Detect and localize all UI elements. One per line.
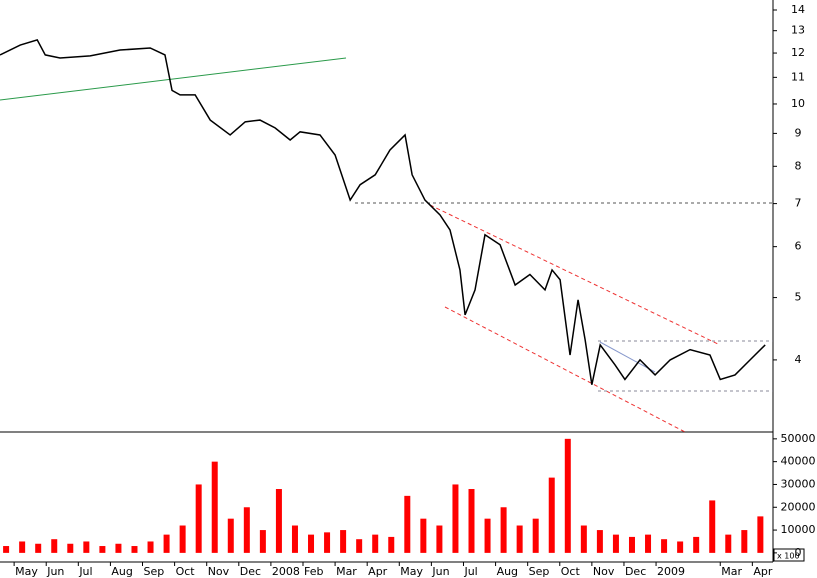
volume-bar — [452, 484, 459, 553]
volume-bar — [757, 516, 764, 553]
volume-bar — [741, 530, 748, 553]
volume-bar — [388, 536, 395, 553]
x-tick-label: Nov — [593, 565, 615, 578]
x-tick-label: Jul — [463, 565, 477, 578]
volume-bar — [131, 546, 138, 553]
wedge-line — [599, 341, 656, 373]
x-tick-label: Jun — [431, 565, 449, 578]
volume-bar — [693, 536, 700, 553]
volume-bar — [51, 539, 58, 553]
volume-bar — [532, 518, 539, 553]
volume-bar — [564, 438, 571, 553]
volume-bar — [677, 541, 684, 553]
x-tick-label: 2008 — [272, 565, 300, 578]
volume-bar — [67, 543, 74, 553]
volume-bar — [291, 525, 298, 553]
volume-unit: x 100 — [777, 552, 800, 561]
volume-bar — [661, 539, 668, 553]
x-tick-label: Sep — [144, 565, 165, 578]
volume-bar — [275, 489, 282, 553]
volume-bar — [308, 534, 315, 553]
volume-bar — [612, 534, 619, 553]
y-tick-label: 50000 — [781, 432, 816, 445]
volume-bar — [725, 534, 732, 553]
volume-bar — [195, 484, 202, 553]
y-tick-label: 0 — [795, 546, 802, 559]
y-tick-label: 40000 — [781, 455, 816, 468]
volume-bar — [19, 541, 26, 553]
y-tick-label: 8 — [795, 159, 802, 172]
volume-bar — [99, 546, 106, 553]
y-tick-label: 14 — [791, 3, 805, 16]
volume-bar — [628, 536, 635, 553]
x-tick-label: Nov — [208, 565, 230, 578]
volume-bar — [548, 477, 555, 553]
volume-bar — [709, 500, 716, 553]
y-tick-label: 7 — [795, 197, 802, 210]
volume-bar — [35, 543, 42, 553]
y-tick-label: 13 — [791, 24, 805, 37]
y-tick-label: 6 — [795, 240, 802, 253]
x-tick-label: May — [400, 565, 423, 578]
x-tick-label: Aug — [497, 565, 518, 578]
x-tick-label: 2009 — [657, 565, 685, 578]
volume-bar — [484, 518, 491, 553]
x-tick-label: Apr — [753, 565, 773, 578]
x-tick-label: Aug — [111, 565, 132, 578]
x-tick-label: Apr — [368, 565, 388, 578]
x-tick-label: Mar — [336, 565, 357, 578]
y-tick-label: 4 — [795, 353, 802, 366]
unit-box — [773, 548, 805, 562]
volume-bar — [211, 461, 218, 553]
volume-bar — [115, 543, 122, 553]
volume-bar — [580, 525, 587, 553]
x-tick-label: Sep — [529, 565, 550, 578]
x-tick-label: May — [15, 565, 38, 578]
x-tick-label: Mar — [721, 565, 742, 578]
channel-bottom — [444, 306, 686, 433]
y-tick-label: 30000 — [781, 477, 816, 490]
trend-line — [0, 57, 347, 101]
volume-bar — [179, 525, 186, 553]
volume-bar — [468, 489, 475, 553]
volume-bar — [645, 534, 652, 553]
y-tick-label: 11 — [791, 70, 805, 83]
x-tick-label: Dec — [625, 565, 646, 578]
volume-bar — [436, 525, 443, 553]
volume-bar — [243, 507, 250, 553]
y-tick-label: 20000 — [781, 500, 816, 513]
volume-bar — [372, 534, 379, 553]
volume-bar — [163, 534, 170, 553]
y-tick-label: 10000 — [781, 523, 816, 536]
x-tick-label: Oct — [561, 565, 581, 578]
x-tick-label: Dec — [240, 565, 261, 578]
volume-bar — [500, 507, 507, 553]
y-tick-label: 12 — [791, 46, 805, 59]
volume-bar — [83, 541, 90, 553]
volume-bar — [3, 546, 10, 553]
volume-bar — [420, 518, 427, 553]
volume-bar — [324, 532, 331, 553]
volume-bar — [227, 518, 234, 553]
x-tick-label: Jun — [46, 565, 64, 578]
y-tick-label: 9 — [795, 126, 802, 139]
volume-bar — [259, 530, 266, 553]
y-tick-label: 5 — [795, 291, 802, 304]
volume-bar — [404, 495, 411, 553]
y-tick-label: 10 — [791, 97, 805, 110]
volume-bar — [340, 530, 347, 553]
volume-bar — [596, 530, 603, 553]
volume-bar — [516, 525, 523, 553]
x-tick-label: Feb — [304, 565, 323, 578]
x-tick-label: Jul — [78, 565, 92, 578]
channel-top — [429, 204, 721, 346]
x-tick-label: Oct — [176, 565, 196, 578]
price-line — [0, 38, 766, 385]
volume-bar — [147, 541, 154, 553]
volume-bar — [356, 539, 363, 553]
